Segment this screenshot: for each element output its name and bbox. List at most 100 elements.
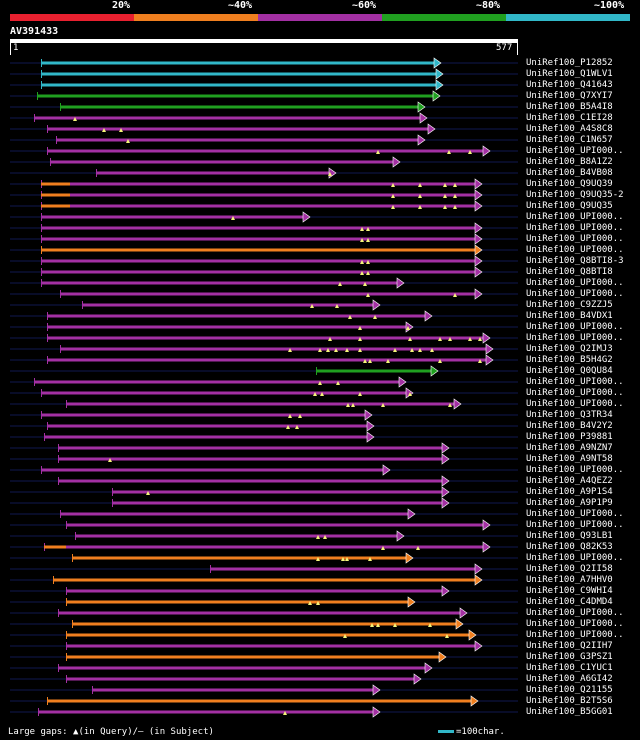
hit-row[interactable]: UniRef100_Q8BTI8 (0, 267, 640, 278)
hit-label[interactable]: UniRef100_Q9UQ35 (526, 201, 613, 211)
hit-row[interactable]: UniRef100_UPI000.. (0, 322, 640, 333)
hit-row[interactable]: UniRef100_Q7XYI7 (0, 91, 640, 102)
hit-label[interactable]: UniRef100_UPI000.. (526, 212, 624, 222)
hit-label[interactable]: UniRef100_A9NZN7 (526, 443, 613, 453)
hit-label[interactable]: UniRef100_B4V2Y2 (526, 421, 613, 431)
hit-row[interactable]: UniRef100_A6GI42 (0, 674, 640, 685)
hit-row[interactable]: UniRef100_UPI000.. (0, 553, 640, 564)
hit-label[interactable]: UniRef100_B8A1Z2 (526, 157, 613, 167)
hit-row[interactable]: UniRef100_Q1WLV1 (0, 69, 640, 80)
hit-row[interactable]: UniRef100_UPI000.. (0, 520, 640, 531)
hit-label[interactable]: UniRef100_UPI000.. (526, 333, 624, 343)
hit-row[interactable]: UniRef100_Q82K53 (0, 542, 640, 553)
hit-label[interactable]: UniRef100_A4S8C8 (526, 124, 613, 134)
hit-row[interactable]: UniRef100_C1EI28 (0, 113, 640, 124)
hit-label[interactable]: UniRef100_A7HHV0 (526, 575, 613, 585)
hit-label[interactable]: UniRef100_A6GI42 (526, 674, 613, 684)
hit-label[interactable]: UniRef100_A9NT58 (526, 454, 613, 464)
hit-label[interactable]: UniRef100_UPI000.. (526, 553, 624, 563)
hit-label[interactable]: UniRef100_Q7XYI7 (526, 91, 613, 101)
hit-label[interactable]: UniRef100_P12852 (526, 58, 613, 68)
hit-label[interactable]: UniRef100_Q9UQ39 (526, 179, 613, 189)
hit-row[interactable]: UniRef100_Q3TR34 (0, 410, 640, 421)
hit-label[interactable]: UniRef100_B4VDX1 (526, 311, 613, 321)
hit-row[interactable]: UniRef100_G3PSZ1 (0, 652, 640, 663)
hit-label[interactable]: UniRef100_UPI000.. (526, 377, 624, 387)
hit-row[interactable]: UniRef100_UPI000.. (0, 333, 640, 344)
hit-row[interactable]: UniRef100_A9P1P9 (0, 498, 640, 509)
hit-row[interactable]: UniRef100_UPI000.. (0, 212, 640, 223)
hit-row[interactable]: UniRef100_UPI000.. (0, 377, 640, 388)
hit-label[interactable]: UniRef100_UPI000.. (526, 520, 624, 530)
hit-row[interactable]: UniRef100_A9NT58 (0, 454, 640, 465)
hit-label[interactable]: UniRef100_UPI000.. (526, 608, 624, 618)
hit-label[interactable]: UniRef100_Q2II58 (526, 564, 613, 574)
hit-row[interactable]: UniRef100_Q8BTI8-3 (0, 256, 640, 267)
hit-row[interactable]: UniRef100_B2T5S6 (0, 696, 640, 707)
hit-label[interactable]: UniRef100_Q9UQ35-2 (526, 190, 624, 200)
hit-label[interactable]: UniRef100_Q1WLV1 (526, 69, 613, 79)
hit-label[interactable]: UniRef100_UPI000.. (526, 223, 624, 233)
hit-row[interactable]: UniRef100_C1YUC1 (0, 663, 640, 674)
hit-row[interactable]: UniRef100_C1N657 (0, 135, 640, 146)
hit-row[interactable]: UniRef100_UPI000.. (0, 509, 640, 520)
hit-row[interactable]: UniRef100_A4S8C8 (0, 124, 640, 135)
hit-label[interactable]: UniRef100_G3PSZ1 (526, 652, 613, 662)
hit-row[interactable]: UniRef100_Q2IIH7 (0, 641, 640, 652)
hit-row[interactable]: UniRef100_UPI000.. (0, 278, 640, 289)
hit-label[interactable]: UniRef100_Q2IMJ3 (526, 344, 613, 354)
hit-row[interactable]: UniRef100_Q93LB1 (0, 531, 640, 542)
hit-row[interactable]: UniRef100_Q9UQ35-2 (0, 190, 640, 201)
hit-row[interactable]: UniRef100_C4DMD4 (0, 597, 640, 608)
hit-row[interactable]: UniRef100_UPI000.. (0, 465, 640, 476)
hit-label[interactable]: UniRef100_UPI000.. (526, 509, 624, 519)
hit-label[interactable]: UniRef100_UPI000.. (526, 289, 624, 299)
hit-row[interactable]: UniRef100_A4QEZ2 (0, 476, 640, 487)
hit-label[interactable]: UniRef100_C1YUC1 (526, 663, 613, 673)
hit-label[interactable]: UniRef100_A9P1P9 (526, 498, 613, 508)
hit-label[interactable]: UniRef100_Q41643 (526, 80, 613, 90)
hit-label[interactable]: UniRef100_Q3TR34 (526, 410, 613, 420)
hit-label[interactable]: UniRef100_B5A4I8 (526, 102, 613, 112)
hit-label[interactable]: UniRef100_UPI000.. (526, 146, 624, 156)
hit-label[interactable]: UniRef100_C1N657 (526, 135, 613, 145)
hit-label[interactable]: UniRef100_UPI000.. (526, 619, 624, 629)
hit-row[interactable]: UniRef100_UPI000.. (0, 146, 640, 157)
hit-label[interactable]: UniRef100_C9ZZJ5 (526, 300, 613, 310)
hit-label[interactable]: UniRef100_B5H4G2 (526, 355, 613, 365)
hit-row[interactable]: UniRef100_C9ZZJ5 (0, 300, 640, 311)
hit-label[interactable]: UniRef100_UPI000.. (526, 399, 624, 409)
hit-label[interactable]: UniRef100_B5GG01 (526, 707, 613, 717)
hit-row[interactable]: UniRef100_UPI000.. (0, 223, 640, 234)
hit-row[interactable]: UniRef100_Q9UQ39 (0, 179, 640, 190)
hit-row[interactable]: UniRef100_Q2IMJ3 (0, 344, 640, 355)
hit-row[interactable]: UniRef100_Q2II58 (0, 564, 640, 575)
hit-label[interactable]: UniRef100_Q8BTI8 (526, 267, 613, 277)
hit-row[interactable]: UniRef100_UPI000.. (0, 234, 640, 245)
hit-row[interactable]: UniRef100_A7HHV0 (0, 575, 640, 586)
hit-row[interactable]: UniRef100_A9NZN7 (0, 443, 640, 454)
hit-label[interactable]: UniRef100_Q93LB1 (526, 531, 613, 541)
hit-row[interactable]: UniRef100_C9WHI4 (0, 586, 640, 597)
hit-label[interactable]: UniRef100_C9WHI4 (526, 586, 613, 596)
hit-row[interactable]: UniRef100_UPI000.. (0, 399, 640, 410)
hit-row[interactable]: UniRef100_B4VDX1 (0, 311, 640, 322)
hit-row[interactable]: UniRef100_Q41643 (0, 80, 640, 91)
hit-row[interactable]: UniRef100_UPI000.. (0, 245, 640, 256)
hit-row[interactable]: UniRef100_UPI000.. (0, 630, 640, 641)
hit-label[interactable]: UniRef100_C1EI28 (526, 113, 613, 123)
hit-label[interactable]: UniRef100_UPI000.. (526, 234, 624, 244)
hit-label[interactable]: UniRef100_P39881 (526, 432, 613, 442)
hit-label[interactable]: UniRef100_A9P1S4 (526, 487, 613, 497)
hit-label[interactable]: UniRef100_UPI000.. (526, 278, 624, 288)
hit-label[interactable]: UniRef100_UPI000.. (526, 322, 624, 332)
hit-row[interactable]: UniRef100_Q21155 (0, 685, 640, 696)
hit-label[interactable]: UniRef100_Q0QU84 (526, 366, 613, 376)
hit-row[interactable]: UniRef100_P12852 (0, 58, 640, 69)
hit-label[interactable]: UniRef100_B2T5S6 (526, 696, 613, 706)
hit-row[interactable]: UniRef100_B5GG01 (0, 707, 640, 718)
hit-row[interactable]: UniRef100_B5A4I8 (0, 102, 640, 113)
hit-label[interactable]: UniRef100_Q21155 (526, 685, 613, 695)
hit-label[interactable]: UniRef100_Q2IIH7 (526, 641, 613, 651)
hit-row[interactable]: UniRef100_B4VB08 (0, 168, 640, 179)
